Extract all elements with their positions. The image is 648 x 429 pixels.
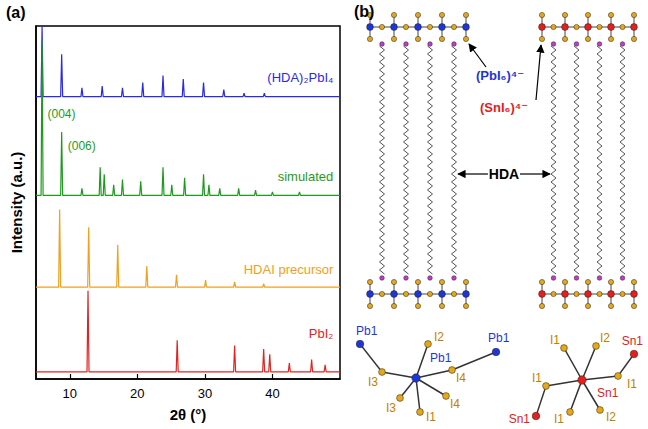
svg-text:Pb1: Pb1 [488, 331, 510, 345]
svg-text:30: 30 [198, 386, 212, 401]
svg-text:20: 20 [130, 386, 144, 401]
svg-text:10: 10 [63, 386, 77, 401]
svg-text:simulated: simulated [278, 169, 334, 184]
svg-text:I2: I2 [606, 410, 616, 424]
svg-text:I1: I1 [426, 410, 436, 424]
svg-text:I3: I3 [386, 401, 396, 415]
svg-text:(HDA)₂PbI₄: (HDA)₂PbI₄ [267, 70, 333, 85]
svg-text:PbI₂: PbI₂ [309, 326, 334, 341]
svg-text:Intensity (a.u.): Intensity (a.u.) [8, 152, 25, 254]
svg-text:(b): (b) [354, 3, 374, 20]
svg-text:Pb1: Pb1 [430, 351, 452, 365]
svg-text:(PbI₆)⁴⁻: (PbI₆)⁴⁻ [476, 68, 524, 83]
svg-text:(a): (a) [6, 4, 26, 21]
svg-text:I1: I1 [532, 371, 542, 385]
svg-text:(006): (006) [68, 139, 96, 153]
svg-text:I2: I2 [600, 331, 610, 345]
svg-text:I4: I4 [450, 397, 460, 411]
svg-text:HDAI precursor: HDAI precursor [244, 262, 334, 277]
svg-text:2θ (°): 2θ (°) [170, 406, 207, 423]
svg-text:I1: I1 [627, 377, 637, 391]
svg-text:HDA: HDA [489, 166, 519, 182]
svg-text:40: 40 [265, 386, 279, 401]
svg-text:(SnI₆)⁴⁻: (SnI₆)⁴⁻ [480, 100, 528, 115]
svg-text:Sn1: Sn1 [597, 386, 619, 400]
svg-text:I1: I1 [550, 333, 560, 347]
svg-text:I1: I1 [554, 412, 564, 426]
svg-text:I2: I2 [434, 330, 444, 344]
svg-text:Sn1: Sn1 [509, 412, 531, 426]
svg-text:Pb1: Pb1 [356, 324, 378, 338]
svg-text:Sn1: Sn1 [622, 334, 644, 348]
svg-text:I4: I4 [456, 371, 466, 385]
svg-text:(004): (004) [47, 107, 75, 121]
svg-text:I3: I3 [368, 375, 378, 389]
